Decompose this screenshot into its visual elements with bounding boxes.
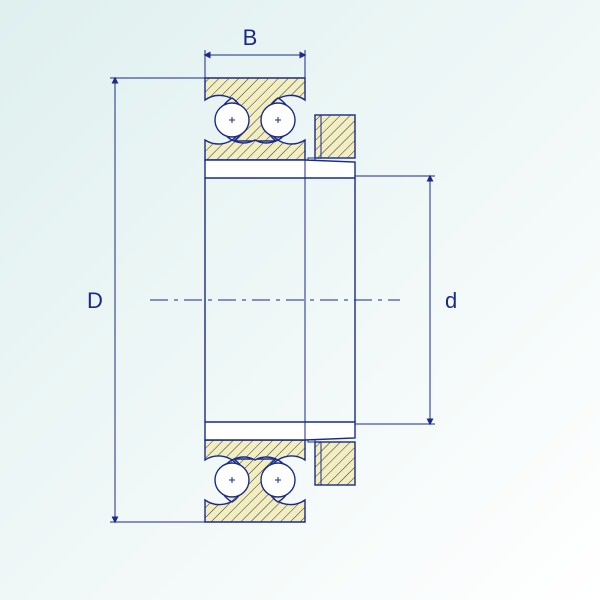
label-d: d bbox=[445, 288, 457, 313]
label-D: D bbox=[87, 288, 103, 313]
label-B: B bbox=[243, 25, 258, 50]
bearing-diagram: D d B bbox=[0, 0, 600, 600]
diagram-svg: D d B bbox=[0, 0, 600, 600]
